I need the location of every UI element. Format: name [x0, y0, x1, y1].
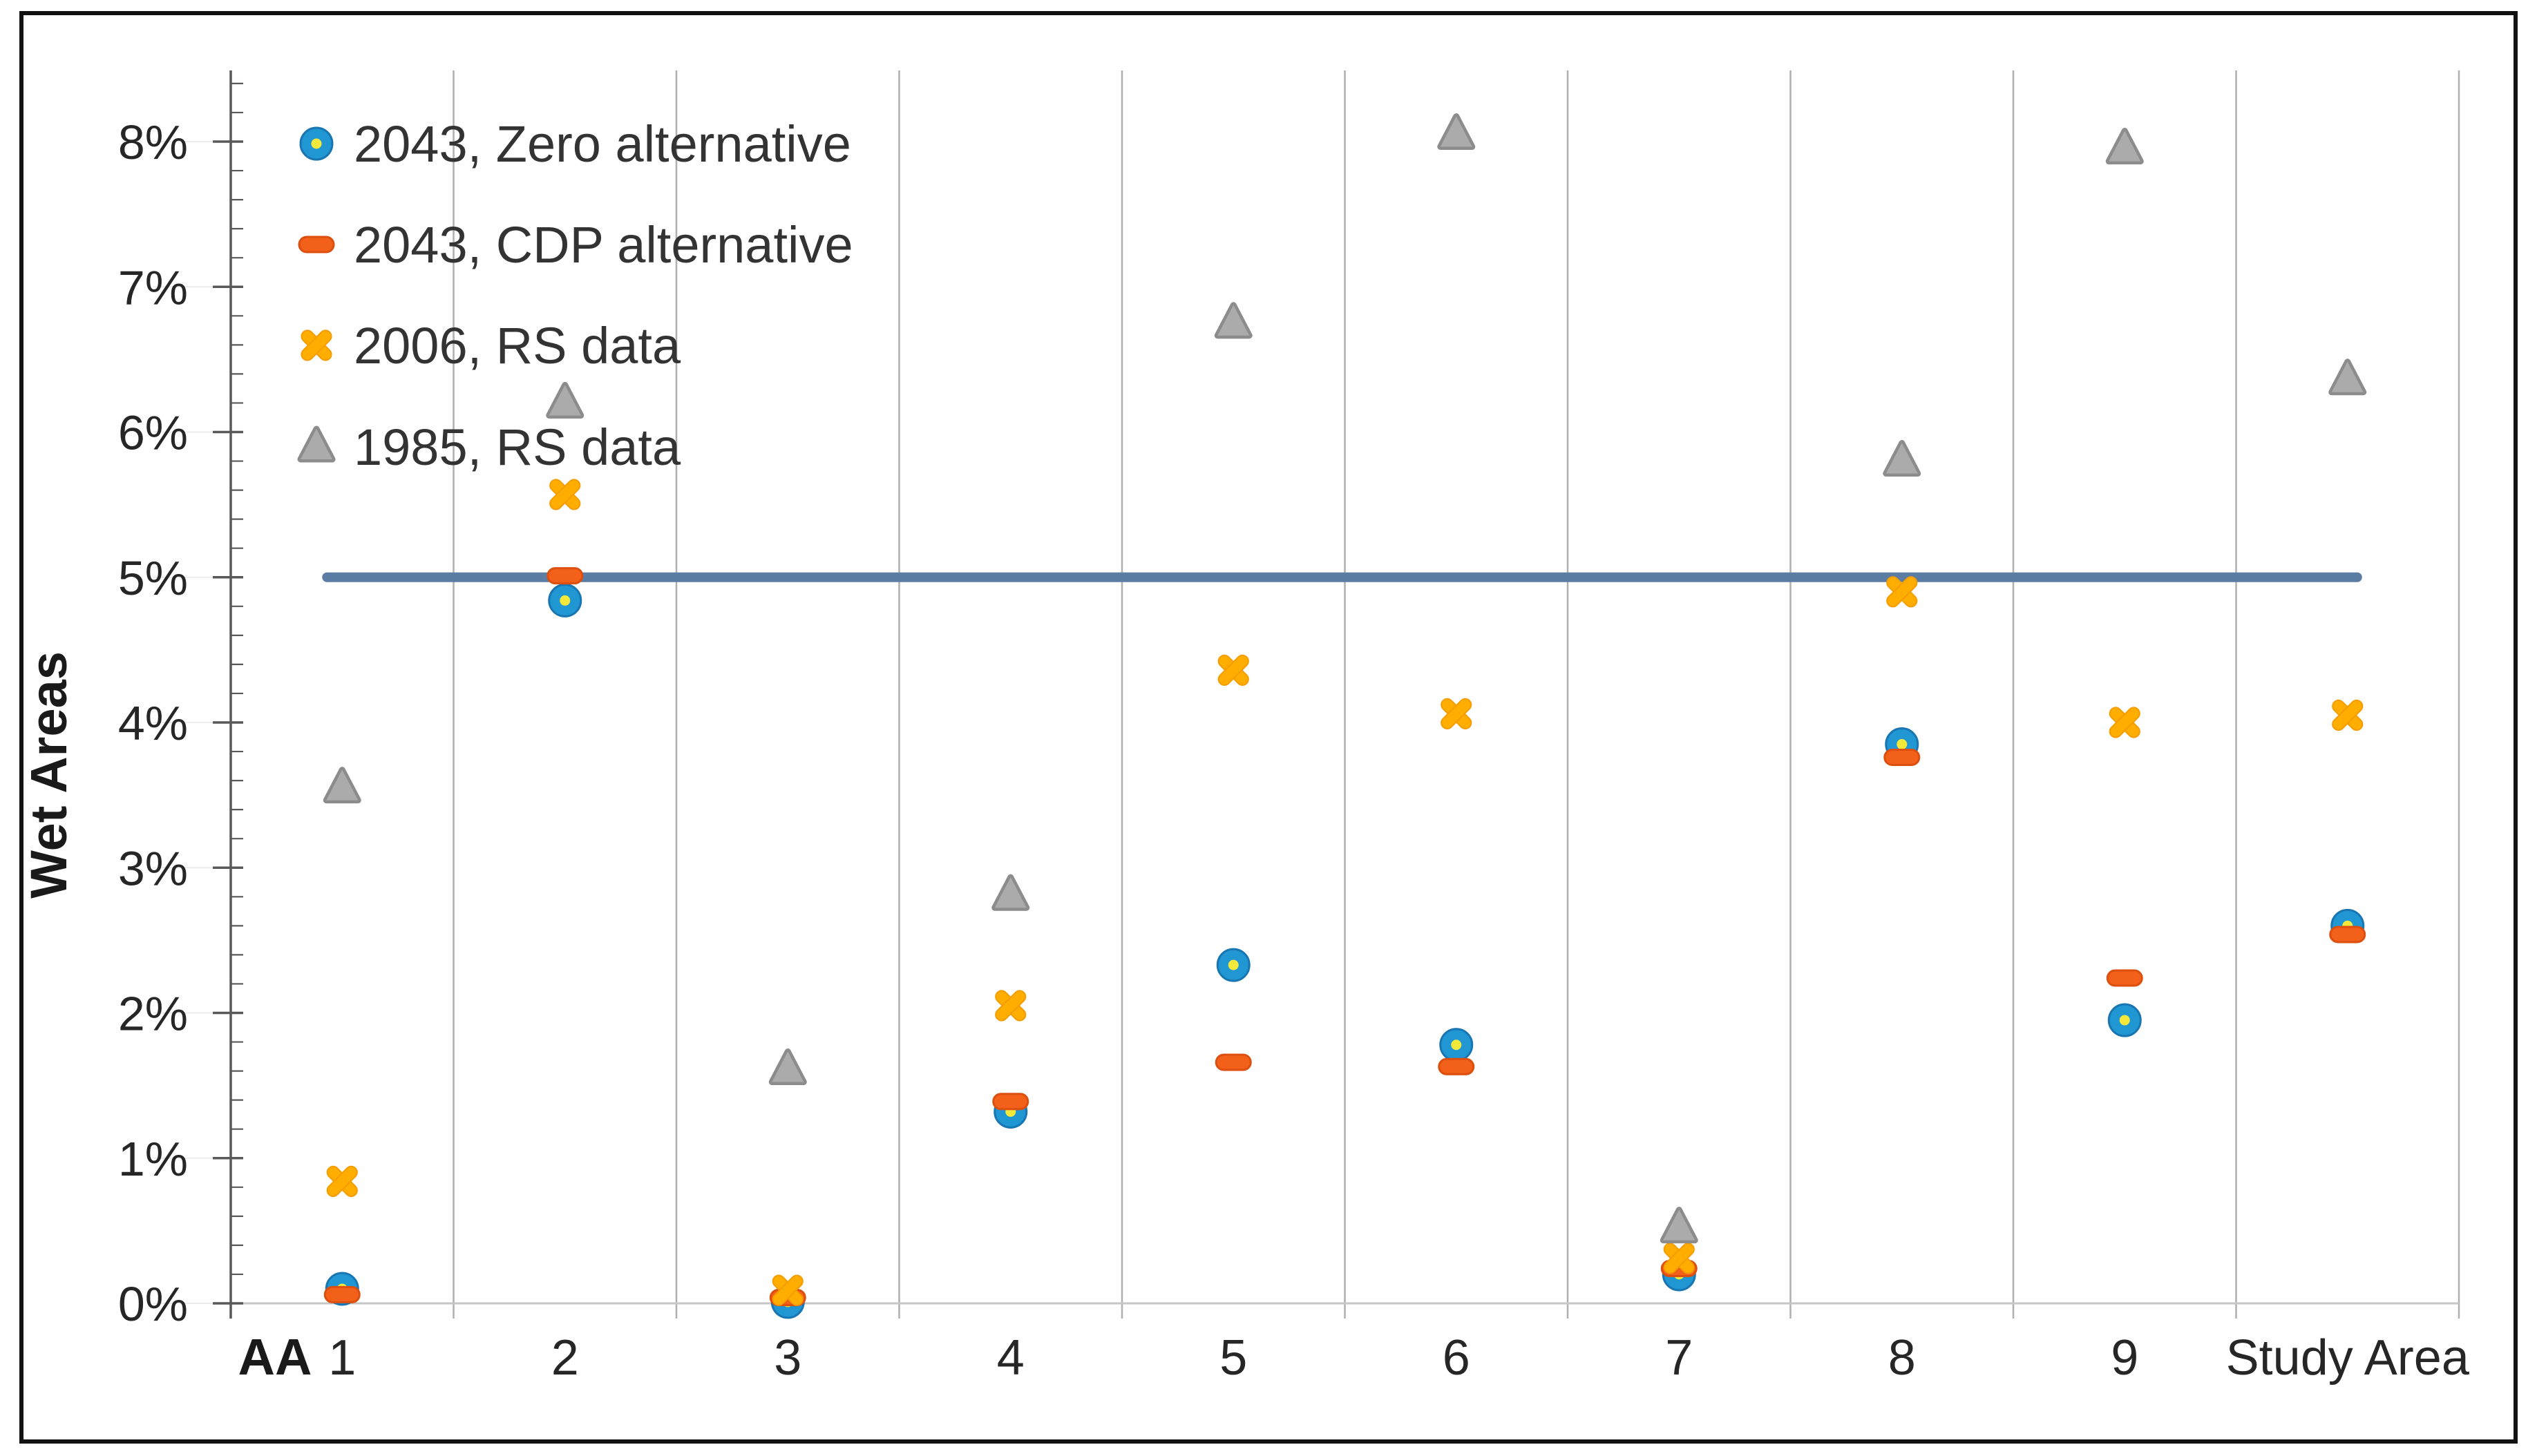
legend-marker-dash — [298, 236, 335, 253]
data-point-s4-c8 — [1883, 440, 1921, 477]
y-tick-label: 6% — [118, 406, 188, 460]
legend-label: 2006, RS data — [354, 317, 681, 374]
data-point-s1-c2-center-dot — [560, 595, 571, 606]
x-category-label: 4 — [997, 1330, 1025, 1386]
legend-marker-circle-center-dot — [311, 138, 322, 149]
data-point-s3-c8 — [1886, 576, 1918, 608]
data-point-s2-c5 — [1215, 1053, 1252, 1071]
data-point-s3-c6 — [1441, 698, 1472, 729]
data-point-s2-c8 — [1883, 748, 1921, 766]
data-point-s4-c1 — [323, 767, 361, 804]
data-point-s4-c5 — [1214, 302, 1253, 339]
x-category-label: 5 — [1219, 1330, 1247, 1386]
y-tick-label: 7% — [118, 260, 188, 314]
data-point-s4-c7 — [1660, 1207, 1698, 1244]
y-tick-label: 8% — [118, 115, 188, 169]
data-point-s2-c1 — [323, 1285, 361, 1303]
legend-label: 2043, Zero alternative — [354, 115, 851, 173]
y-axis-title: Wet Areas — [20, 651, 77, 899]
data-point-s3-c8-bar — [1886, 576, 1918, 608]
data-point-s2-c9 — [2106, 969, 2143, 987]
data-point-s3-c2 — [549, 479, 581, 510]
legend-item: 2006, RS data — [301, 317, 681, 374]
legend-label: 1985, RS data — [354, 419, 681, 476]
data-point-s2-c10 — [2329, 926, 2366, 943]
data-point-s3-c5-bar — [1217, 654, 1249, 686]
data-point-s1-c6-center-dot — [1451, 1040, 1462, 1051]
data-point-s3-c3-bar — [772, 1274, 804, 1306]
data-point-s1-c8-center-dot — [1897, 739, 1908, 750]
legend-item: 1985, RS data — [297, 419, 681, 476]
data-point-s4-c4 — [991, 874, 1030, 911]
data-point-s3-c10 — [2332, 699, 2364, 731]
x-axis-prefix-label: AA — [238, 1328, 312, 1386]
data-point-s3-c9 — [2109, 707, 2140, 738]
data-point-s3-c2-bar — [549, 479, 581, 510]
data-point-s1-c5-center-dot — [1228, 959, 1239, 970]
labels-layer: Wet Areas AA 0% 1% 2% 3% 4% 5% 6% 7% 8% 1 2 3 4 5 6 7 8 9… — [20, 115, 2470, 1386]
x-category-label: Study Area — [2226, 1330, 2470, 1386]
data-point-s3-c5 — [1217, 654, 1249, 686]
data-point-s3-c3 — [772, 1274, 804, 1306]
axis-layer — [153, 70, 243, 1319]
data-point-s3-c4 — [995, 990, 1027, 1022]
data-points-layer — [323, 113, 2367, 1319]
legend-marker-triangle — [297, 425, 336, 463]
y-tick-label: 0% — [118, 1277, 188, 1331]
y-tick-label: 5% — [118, 551, 188, 605]
data-point-s1-c9-center-dot — [2119, 1015, 2130, 1026]
legend-marker-x-cross-bar — [301, 329, 332, 361]
gridlines-layer — [231, 70, 2460, 1319]
data-point-s3-c4-bar — [995, 990, 1027, 1022]
x-category-label: 2 — [551, 1330, 579, 1386]
data-point-s3-c1 — [326, 1165, 358, 1197]
legend-item: 2043, Zero alternative — [299, 115, 851, 173]
data-point-s4-c6 — [1437, 113, 1476, 150]
x-category-label: 6 — [1443, 1330, 1470, 1386]
data-point-s2-c2 — [547, 567, 584, 585]
data-point-s4-c2 — [546, 381, 585, 419]
x-category-label: 3 — [774, 1330, 801, 1386]
legend-marker-x-cross — [301, 329, 332, 361]
y-tick-label: 1% — [118, 1132, 188, 1186]
data-point-s2-c6 — [1438, 1057, 1475, 1075]
legend: 2043, Zero alternative 2043, CDP alternat… — [297, 115, 853, 476]
data-point-s2-c4 — [992, 1093, 1029, 1111]
data-point-s3-c1-bar — [326, 1165, 358, 1197]
y-tick-label: 3% — [118, 841, 188, 895]
data-point-s3-c10-bar — [2332, 699, 2364, 731]
data-point-s4-c3 — [768, 1048, 807, 1085]
data-point-s4-c9 — [2105, 128, 2144, 165]
x-category-label: 7 — [1665, 1330, 1693, 1386]
x-category-label: 1 — [328, 1330, 356, 1386]
data-point-s3-c6-bar — [1441, 698, 1472, 729]
y-tick-label: 2% — [118, 987, 188, 1041]
data-point-s3-c7 — [1663, 1243, 1695, 1274]
x-category-label: 9 — [2111, 1330, 2138, 1386]
data-point-s3-c7-bar — [1663, 1243, 1695, 1274]
legend-label: 2043, CDP alternative — [354, 216, 853, 274]
y-tick-label: 4% — [118, 696, 188, 750]
legend-item: 2043, CDP alternative — [298, 216, 853, 274]
x-category-label: 8 — [1888, 1330, 1916, 1386]
data-point-s4-c10 — [2328, 358, 2367, 396]
data-point-s3-c9-bar — [2109, 707, 2140, 738]
